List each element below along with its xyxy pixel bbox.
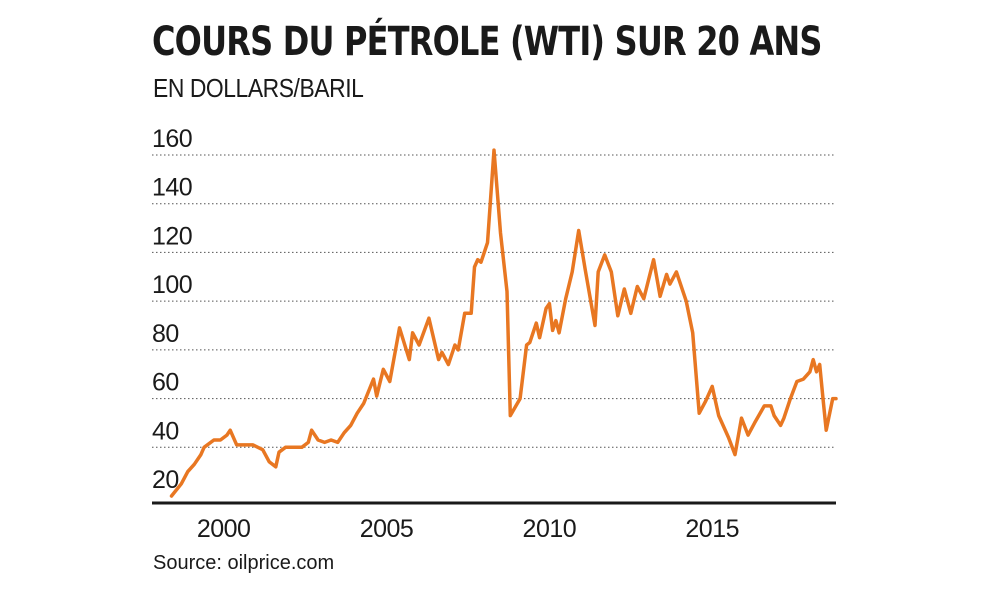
- x-tick-label-2005: 2005: [360, 515, 414, 543]
- source-note: Source: oilprice.com: [153, 552, 335, 574]
- chart-title: COURS DU PÉTROLE (WTI) SUR 20 ANS: [152, 19, 822, 65]
- y-tick-label-140: 140: [152, 174, 192, 202]
- y-tick-label-120: 120: [152, 222, 192, 250]
- series-group: [169, 148, 838, 498]
- y-tick-label-160: 160: [152, 125, 192, 153]
- series-line-0: [169, 148, 838, 498]
- x-tick-label-2010: 2010: [523, 515, 577, 543]
- y-tick-label-100: 100: [152, 271, 192, 299]
- x-tick-label-2000: 2000: [197, 515, 251, 543]
- x-tick-label-2015: 2015: [685, 515, 739, 543]
- gridlines: [152, 154, 836, 448]
- y-tick-label-40: 40: [152, 417, 179, 445]
- chart-subtitle: EN DOLLARS/BARIL: [153, 73, 364, 103]
- y-tick-label-80: 80: [152, 320, 179, 348]
- x-axis-tick-labels: 2000 2005 2010 2015: [197, 515, 740, 543]
- y-tick-label-60: 60: [152, 369, 179, 397]
